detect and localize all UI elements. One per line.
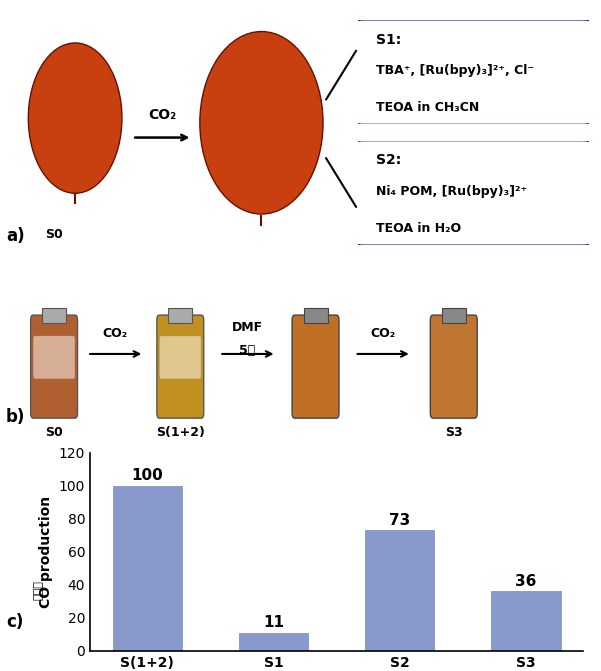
FancyBboxPatch shape <box>34 336 75 378</box>
Text: S2:: S2: <box>376 154 401 167</box>
FancyBboxPatch shape <box>350 19 596 125</box>
Text: 5滴: 5滴 <box>239 344 256 356</box>
Text: S0: S0 <box>45 228 63 241</box>
Bar <box>365 531 435 651</box>
Text: c): c) <box>6 613 23 631</box>
Text: CO₂: CO₂ <box>370 327 395 340</box>
Text: 归一化: 归一化 <box>33 580 43 601</box>
Text: b): b) <box>6 408 25 426</box>
Bar <box>304 307 328 323</box>
FancyBboxPatch shape <box>292 315 339 418</box>
Ellipse shape <box>200 32 323 214</box>
Text: S1:: S1: <box>376 33 401 46</box>
Bar <box>239 633 308 651</box>
Bar <box>42 307 66 323</box>
FancyBboxPatch shape <box>430 315 477 418</box>
Text: a): a) <box>6 227 25 245</box>
Text: 73: 73 <box>389 513 410 528</box>
Text: 100: 100 <box>132 468 163 483</box>
Text: 11: 11 <box>263 615 284 630</box>
Text: CO₂: CO₂ <box>148 109 176 122</box>
Y-axis label: CO production: CO production <box>39 496 53 608</box>
FancyBboxPatch shape <box>160 336 201 378</box>
FancyBboxPatch shape <box>157 315 204 418</box>
FancyBboxPatch shape <box>31 315 78 418</box>
Ellipse shape <box>28 43 122 193</box>
Text: TEOA in H₂O: TEOA in H₂O <box>376 222 461 235</box>
Text: CO₂: CO₂ <box>103 327 128 340</box>
Text: 36: 36 <box>515 574 537 589</box>
Bar <box>491 592 561 651</box>
Bar <box>442 307 466 323</box>
FancyBboxPatch shape <box>350 140 596 246</box>
Text: S0: S0 <box>45 426 63 439</box>
Text: TBA⁺, [Ru(bpy)₃]²⁺, Cl⁻: TBA⁺, [Ru(bpy)₃]²⁺, Cl⁻ <box>376 64 534 76</box>
Text: TEOA in CH₃CN: TEOA in CH₃CN <box>376 101 480 114</box>
Text: S3: S3 <box>445 426 463 439</box>
Bar <box>112 486 182 651</box>
Text: Ni₄ POM, [Ru(bpy)₃]²⁺: Ni₄ POM, [Ru(bpy)₃]²⁺ <box>376 185 527 197</box>
Text: S(1+2): S(1+2) <box>156 426 205 439</box>
Bar <box>168 307 192 323</box>
Text: DMF: DMF <box>232 321 263 334</box>
